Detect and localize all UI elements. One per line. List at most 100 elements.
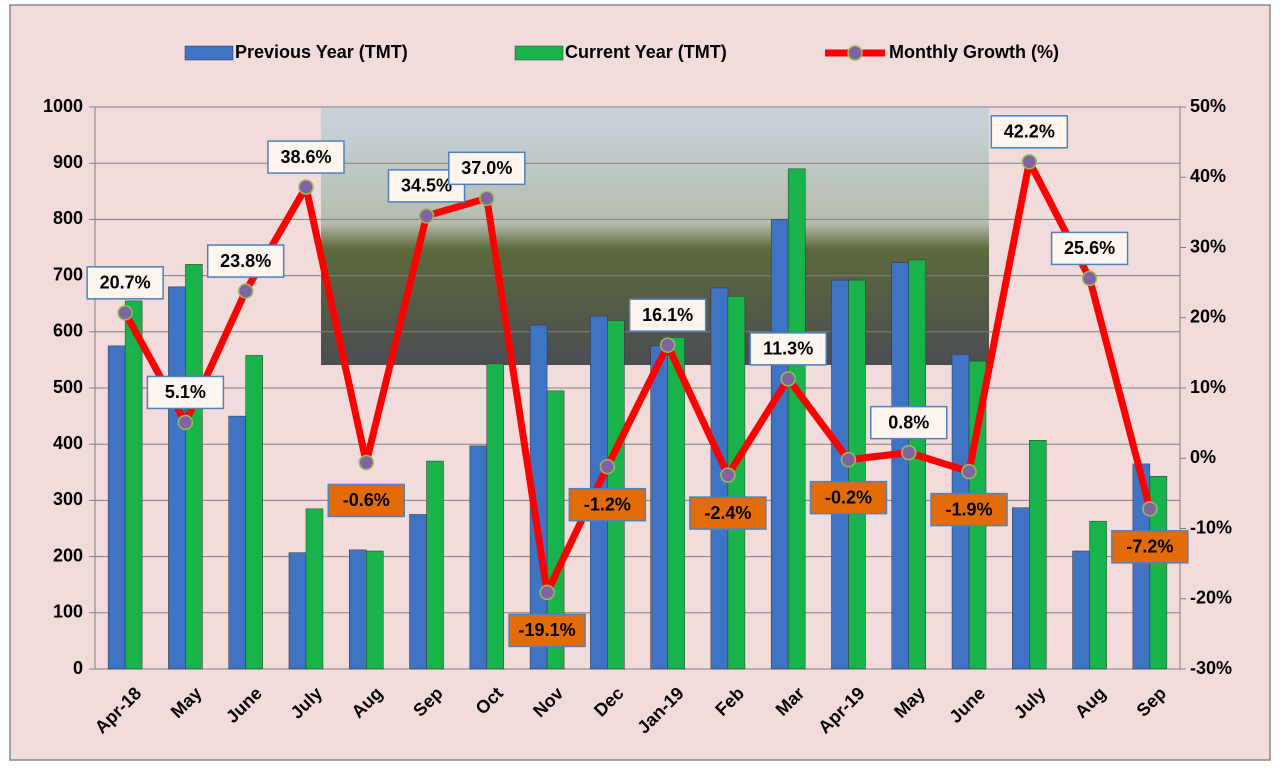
- bar: [469, 445, 488, 670]
- bar: [650, 345, 668, 670]
- y-tick-label: 700: [53, 264, 83, 284]
- y2-tick-label: -30%: [1190, 658, 1232, 678]
- value-label: 5.1%: [165, 382, 206, 402]
- value-label: -7.2%: [1126, 537, 1173, 557]
- growth-marker: [961, 463, 977, 480]
- value-label: -19.1%: [519, 620, 576, 640]
- growth-marker: [1021, 154, 1038, 170]
- bar: [426, 460, 444, 670]
- bar: [667, 337, 685, 670]
- value-label-box: [206, 244, 285, 278]
- value-label: 25.6%: [1064, 238, 1115, 258]
- value-label: 34.5%: [401, 176, 452, 196]
- bar: [546, 390, 565, 670]
- growth-marker: [539, 584, 555, 601]
- y2-tick-label: -20%: [1190, 588, 1232, 608]
- bar: [831, 279, 849, 670]
- growth-marker: [599, 458, 616, 475]
- y-tick-label: 100: [53, 602, 83, 622]
- growth-marker: [659, 337, 676, 353]
- value-label-box: [870, 405, 948, 440]
- value-label: -1.9%: [946, 499, 993, 519]
- bar: [349, 549, 367, 670]
- y2-tick-label: -10%: [1190, 517, 1232, 537]
- value-label-box: [990, 115, 1069, 149]
- value-label-box: [809, 480, 888, 515]
- y2-tick-label: 40%: [1190, 166, 1226, 186]
- value-label: -0.2%: [825, 487, 872, 507]
- legend-label: Previous Year (TMT): [235, 42, 408, 62]
- bar: [1089, 520, 1107, 670]
- bar: [1149, 475, 1168, 670]
- y2-tick-label: 0%: [1190, 447, 1216, 467]
- bar: [891, 262, 909, 670]
- bar: [228, 415, 246, 670]
- bar: [288, 552, 307, 670]
- y2-tick-label: 20%: [1190, 307, 1226, 327]
- bar: [107, 345, 126, 670]
- y-tick-label: 0: [73, 658, 83, 678]
- value-label: 0.8%: [888, 412, 929, 432]
- bar: [245, 355, 263, 670]
- value-label-box: [1050, 231, 1129, 266]
- value-label-box: [749, 332, 827, 366]
- value-label: 37.0%: [461, 158, 512, 178]
- legend-label: Monthly Growth (%): [889, 42, 1059, 62]
- growth-marker: [177, 414, 194, 431]
- value-label: 20.7%: [100, 273, 151, 293]
- bar: [1072, 550, 1090, 670]
- value-label-box: [448, 151, 526, 186]
- y-tick-label: 600: [53, 321, 83, 341]
- growth-marker: [237, 283, 254, 299]
- growth-marker: [780, 371, 796, 387]
- value-label-box: [930, 492, 1008, 527]
- bar: [770, 219, 789, 670]
- growth-marker: [358, 454, 374, 471]
- value-label-box: [327, 483, 405, 518]
- value-label-box: [1111, 530, 1189, 564]
- bar: [409, 514, 427, 670]
- value-label: 38.6%: [280, 147, 331, 167]
- bar: [908, 259, 926, 670]
- y-tick-label: 800: [53, 208, 83, 228]
- value-label-box: [568, 487, 647, 522]
- value-label: -2.4%: [704, 503, 751, 523]
- growth-marker: [418, 208, 435, 224]
- value-label-box: [508, 613, 586, 648]
- legend-swatch: [184, 45, 234, 61]
- y-tick-label: 400: [53, 433, 83, 453]
- bar: [185, 264, 203, 670]
- y-tick-label: 300: [53, 489, 83, 509]
- bar: [1012, 507, 1030, 670]
- bar: [1029, 440, 1047, 670]
- y-tick-label: 200: [53, 545, 83, 565]
- bar: [366, 550, 384, 670]
- bar: [727, 296, 746, 670]
- value-label: 23.8%: [220, 251, 271, 271]
- growth-marker: [720, 467, 736, 483]
- y-tick-label: 500: [53, 377, 83, 397]
- y-tick-label: 900: [53, 152, 83, 172]
- bar: [124, 300, 143, 670]
- bar: [168, 286, 186, 670]
- bar: [486, 363, 505, 670]
- growth-marker: [901, 444, 917, 461]
- growth-marker: [840, 451, 857, 468]
- value-label-box: [267, 140, 345, 174]
- y2-tick-label: 50%: [1190, 96, 1226, 116]
- growth-line: [122, 158, 1154, 596]
- value-label: 16.1%: [642, 305, 693, 325]
- growth-marker: [298, 179, 314, 195]
- value-label: -0.6%: [343, 490, 390, 510]
- growth-marker: [1142, 501, 1158, 517]
- value-label-box: [146, 375, 225, 410]
- growth-marker: [117, 305, 133, 321]
- legend-marker: [847, 45, 863, 61]
- growth-marker: [479, 190, 495, 207]
- bar: [305, 508, 324, 670]
- legend-label: Current Year (TMT): [565, 42, 727, 62]
- bar: [787, 168, 806, 670]
- legend-swatch: [514, 45, 564, 61]
- value-label-box: [628, 298, 707, 332]
